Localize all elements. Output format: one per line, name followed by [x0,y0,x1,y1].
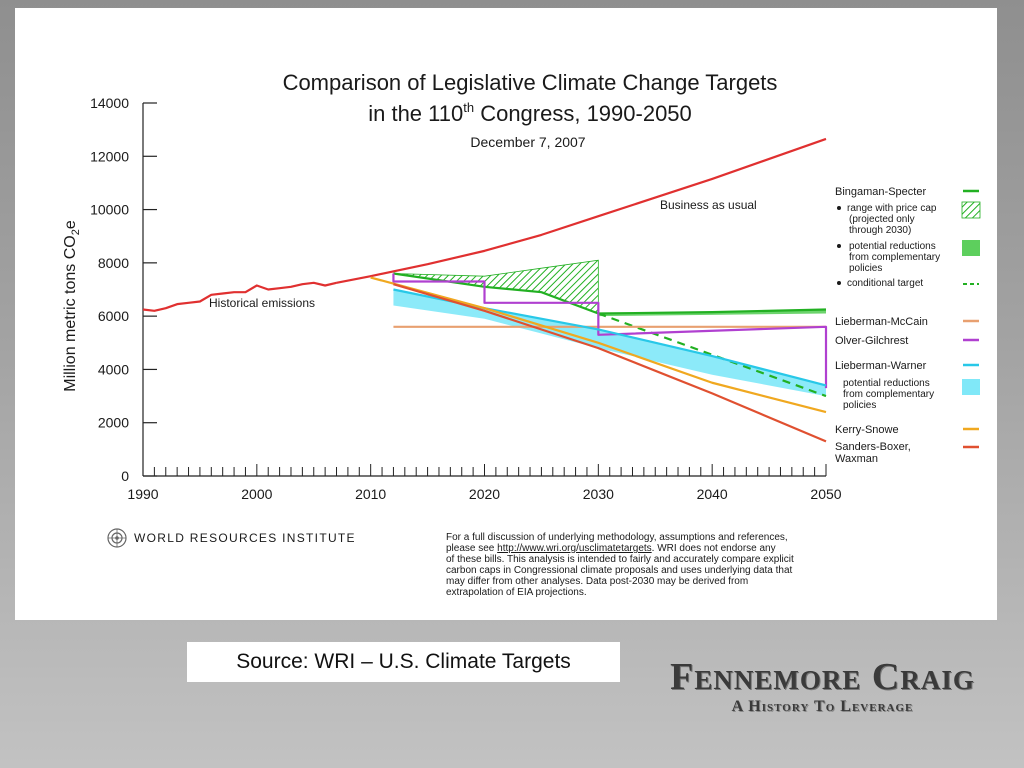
note-line-2: please see http://www.wri.org/usclimatet… [446,543,776,554]
series-line-7 [370,276,827,414]
y-axis-label-tail: e [62,220,79,229]
chart-title-line2-prefix: in the 110 [368,101,463,126]
axes: 0 2000 4000 6000 8000 10000 12000 14000 1990 2000… [90,95,842,502]
series-line-1 [336,137,827,284]
band-2 [393,289,826,397]
legend-potential-1: potential reductions [849,241,936,252]
chart-title-line2-suffix: Congress, 1990-2050 [474,101,692,126]
x-tick-label-2050: 2050 [810,486,841,502]
x-tick-label-2040: 2040 [697,486,728,502]
legend-mccain: Lieberman-McCain [835,316,928,328]
series-line-0 [142,281,337,312]
source-caption: Source: WRI – U.S. Climate Targets [187,642,620,682]
series-lines [142,137,828,443]
y-tick-label-2000: 2000 [98,415,129,431]
y-tick-label-10000: 10000 [90,202,129,218]
note-line-2b: . WRI does not endorse any [652,543,776,554]
legend-bullet-price-cap [837,206,841,210]
legend-olver: Olver-Gilchrest [835,335,908,347]
legend-price-cap-2: (projected only [849,214,915,225]
legend-price-cap-3: through 2030) [849,225,911,236]
x-tick-label-1990: 1990 [127,486,158,502]
chart-title-line2: in the 110th Congress, 1990-2050 [368,100,692,126]
note-line-4: carbon caps in Congressional climate pro… [446,565,793,576]
legend-lw-potential-3: policies [843,400,876,411]
x-tick-label-2000: 2000 [241,486,272,502]
legend-sanders-2: Waxman [835,453,878,465]
y-axis-label-sub: 2 [70,229,82,235]
logo-tagline: A History To Leverage [731,698,914,715]
note-line-5: may differ from other analyses. Data pos… [446,576,748,587]
chart-title-line1: Comparison of Legislative Climate Change… [283,70,778,95]
annotation-business: Business as usual [660,198,757,212]
note-line-3: of these bills. This analysis is intende… [446,554,794,565]
legend-swatch-potential [962,240,980,256]
y-axis-label: Million metric tons CO2e [62,220,82,392]
chart-title-line2-sup: th [463,100,474,115]
legend-potential-3: policies [849,263,882,274]
chart-panel: Comparison of Legislative Climate Change… [15,8,997,620]
y-tick-label-14000: 14000 [90,95,129,111]
legend-conditional: conditional target [847,278,923,289]
chart-svg: Comparison of Legislative Climate Change… [62,70,981,598]
legend-bingaman: Bingaman-Specter [835,186,926,198]
logo-name: Fennemore Craig [670,656,975,698]
y-tick-label-0: 0 [121,468,129,484]
annotation-historical: Historical emissions [209,296,315,310]
legend-lw-potential-1: potential reductions [843,378,930,389]
y-axis-label-main: Million metric tons CO [62,235,79,391]
y-tick-label-8000: 8000 [98,255,129,271]
legend-bullet-potential [837,244,841,248]
legend-lw-potential-2: from complementary [843,389,934,400]
x-tick-label-2030: 2030 [583,486,614,502]
series-line-3 [597,312,827,398]
chart-subtitle: December 7, 2007 [470,134,585,150]
x-tick-label-2020: 2020 [469,486,500,502]
legend-swatch-price-cap [961,201,981,219]
legend-price-cap: range with price cap [847,203,937,214]
legend-warner: Lieberman-Warner [835,360,927,372]
series-line-8 [393,283,827,443]
y-tick-label-4000: 4000 [98,361,129,377]
legend-potential-2: from complementary [849,252,940,263]
note-line-6: extrapolation of EIA projections. [446,587,587,598]
wri-org-name: WORLD RESOURCES INSTITUTE [134,531,356,545]
note-line-2a: please see [446,543,497,554]
y-tick-label-12000: 12000 [90,148,129,164]
legend-bullet-conditional [837,281,841,285]
legend-kerry: Kerry-Snowe [835,424,899,436]
legend: Bingaman-Specter range with price cap (p… [835,186,981,465]
fennemore-craig-logo: Fennemore Craig A History To Leverage [650,657,995,719]
series-line-5 [392,273,828,389]
methodology-note: For a full discussion of underlying meth… [446,532,794,598]
wri-logo-icon [107,528,127,548]
note-link[interactable]: http://www.wri.org/usclimatetargets [497,543,652,554]
x-tick-label-2010: 2010 [355,486,386,502]
legend-sanders-1: Sanders-Boxer, [835,441,911,453]
y-tick-label-6000: 6000 [98,308,129,324]
note-line-1: For a full discussion of underlying meth… [446,532,788,543]
legend-swatch-lw-potential [962,379,980,395]
